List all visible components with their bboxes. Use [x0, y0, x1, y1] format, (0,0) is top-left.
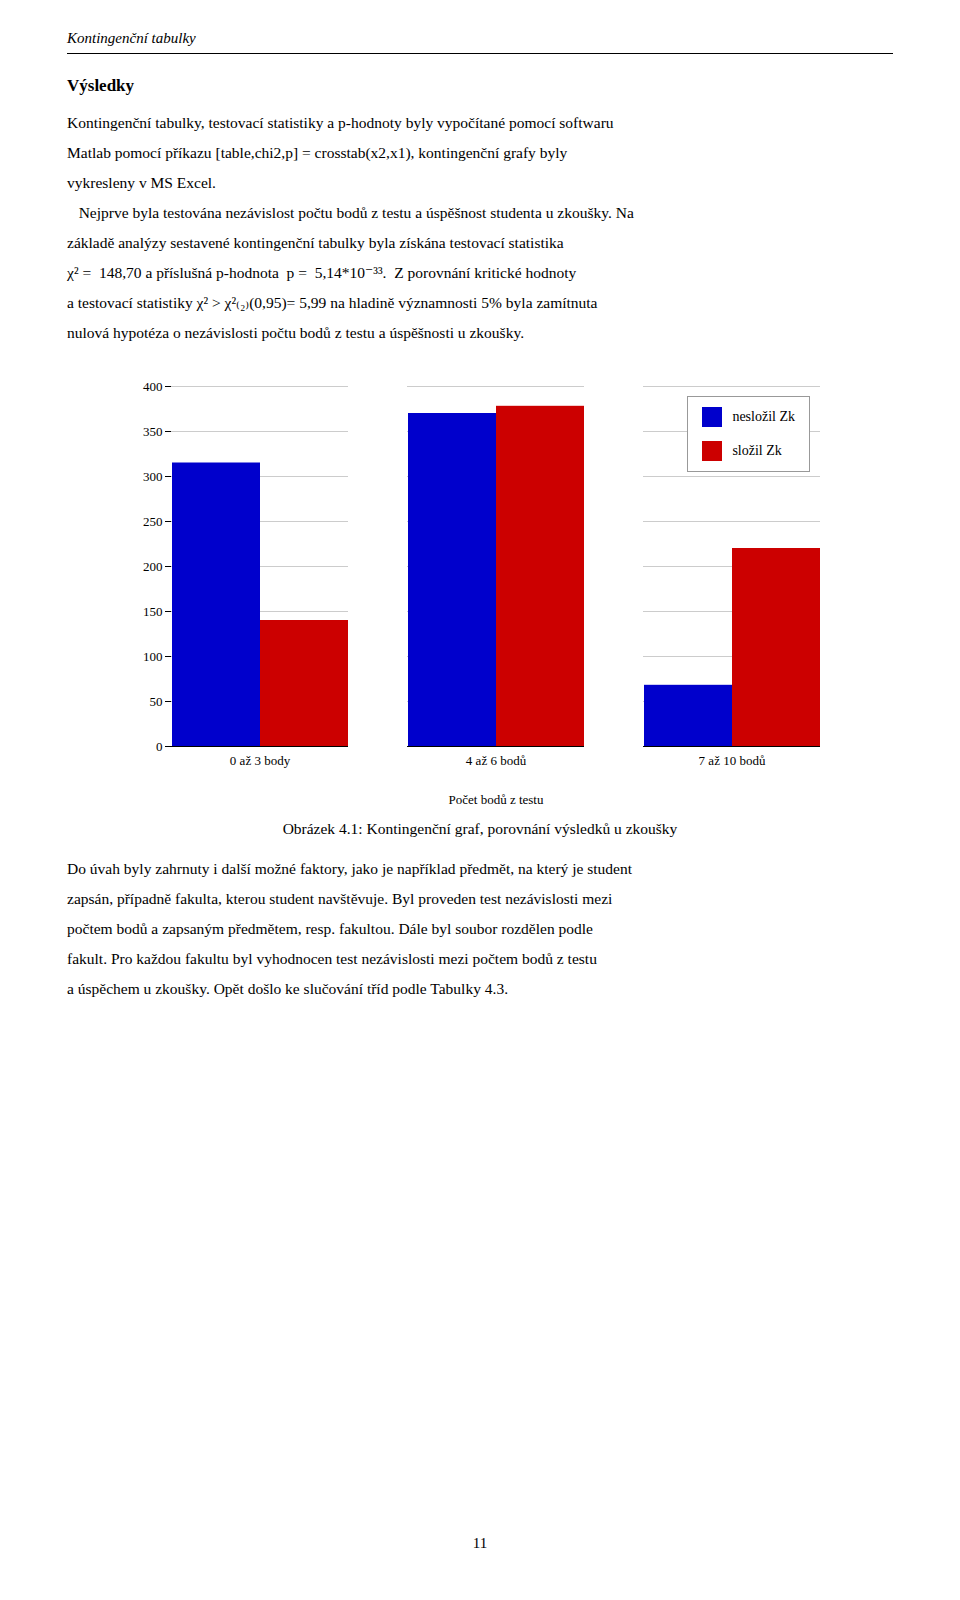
html-text:vykresleny v MS Excel.: vykresleny v MS Excel. — [67, 174, 216, 191]
html-text:základě analýzy sestavené kont: základě analýzy sestavené kontingenční t… — [67, 234, 564, 251]
svg-text:100: 100 — [143, 649, 163, 664]
svg-text:0: 0 — [156, 739, 163, 754]
html-text:Kontingenční tabulky, testovac: Kontingenční tabulky, testovací statisti… — [67, 114, 614, 131]
html-text:Nejprve byla testována nezávis: Nejprve byla testována nezávislost počtu… — [67, 204, 634, 221]
svg-text:7 až 10 bodů: 7 až 10 bodů — [699, 753, 766, 768]
svg-text:200: 200 — [143, 559, 163, 574]
svg-text:4 až 6 bodů: 4 až 6 bodů — [466, 753, 527, 768]
html-text:nesložil Zk: nesložil Zk — [732, 409, 795, 424]
html-text:Kontingenční tabulky: Kontingenční tabulky — [67, 30, 196, 46]
html-text:fakult. Pro každou fakultu byl: fakult. Pro každou fakultu byl vyhodnoce… — [67, 950, 597, 967]
html-text:počtem bodů a zapsaným předmět: počtem bodů a zapsaným předmětem, resp. … — [67, 920, 593, 937]
html-text:a testovací statistiky χ² > χ²: a testovací statistiky χ² > χ²₍₂₎(0,95)=… — [67, 294, 598, 311]
svg-text:Počet bodů z testu: Počet bodů z testu — [449, 792, 544, 807]
html-text:Matlab pomocí příkazu [table,c: Matlab pomocí příkazu [table,chi2,p] = c… — [67, 144, 568, 161]
html-text:a úspěchem u zkoušky. Opět doš: a úspěchem u zkoušky. Opět došlo ke sluč… — [67, 980, 508, 997]
html-text:Obrázek 4.1: Kontingenční graf: Obrázek 4.1: Kontingenční graf, porovnán… — [282, 820, 678, 837]
svg-text:150: 150 — [143, 604, 163, 619]
html-text:nulová hypotéza o nezávislosti: nulová hypotéza o nezávislosti počtu bod… — [67, 324, 524, 341]
html-text:Do úvah byly zahrnuty i další: Do úvah byly zahrnuty i další možné fakt… — [67, 860, 632, 877]
svg-text:250: 250 — [143, 514, 163, 529]
svg-text:400: 400 — [143, 379, 163, 394]
svg-text:0 až 3 body: 0 až 3 body — [230, 753, 291, 768]
html-text:11: 11 — [472, 1535, 488, 1551]
svg-text:350: 350 — [143, 424, 163, 439]
html-text:χ² = 148,70 a příslušná p-hodn: χ² = 148,70 a příslušná p-hodnota p = 5,… — [67, 264, 577, 281]
svg-text:300: 300 — [143, 469, 163, 484]
svg-text:50: 50 — [150, 694, 163, 709]
html-text:složil Zk: složil Zk — [732, 443, 782, 458]
html-text:Výsledky: Výsledky — [67, 76, 135, 95]
html-text:zapsán, případně fakulta, kter: zapsán, případně fakulta, kterou student… — [67, 890, 613, 907]
